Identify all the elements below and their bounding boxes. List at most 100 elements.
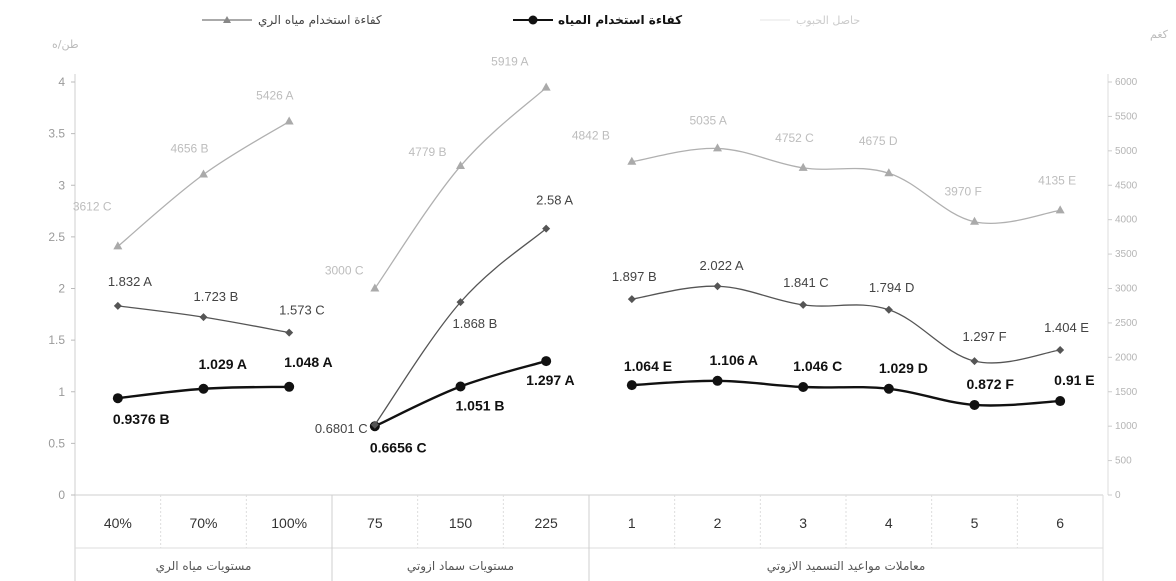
data-point-grain-yield	[798, 162, 808, 171]
data-label-irrigation-water-use-efficiency: 1.573 C	[279, 303, 325, 318]
data-label-irrigation-water-use-efficiency: 0.6801 C	[315, 421, 368, 436]
data-point-water-use-efficiency	[883, 383, 894, 394]
data-label-grain-yield: 3000 C	[325, 264, 364, 278]
data-point-irrigation-water-use-efficiency	[113, 301, 122, 310]
category-label: 75	[367, 515, 383, 531]
data-label-irrigation-water-use-efficiency: 2.58 A	[536, 193, 573, 208]
data-point-water-use-efficiency	[284, 381, 295, 392]
data-point-water-use-efficiency	[112, 393, 123, 404]
data-label-grain-yield: 5426 A	[256, 89, 293, 103]
legend-label-irrigation-wue: كفاءة استخدام مياه الري	[258, 13, 382, 28]
data-label-water-use-efficiency: 1.106 A	[710, 352, 759, 368]
data-point-irrigation-water-use-efficiency	[542, 224, 551, 233]
data-point-water-use-efficiency	[712, 375, 723, 386]
data-point-water-use-efficiency	[969, 399, 980, 410]
right-tick-label: 3000	[1115, 284, 1138, 295]
data-label-grain-yield: 4656 B	[171, 142, 209, 156]
right-tick-label: 4500	[1115, 180, 1138, 191]
data-label-water-use-efficiency: 1.064 E	[624, 358, 672, 374]
data-point-irrigation-water-use-efficiency	[884, 305, 893, 314]
data-label-grain-yield: 4842 B	[572, 129, 610, 143]
series-line-water-use-efficiency	[374, 359, 547, 428]
left-tick-label: 1	[58, 385, 65, 399]
data-point-water-use-efficiency	[541, 356, 552, 367]
data-point-water-use-efficiency	[626, 380, 637, 391]
data-label-water-use-efficiency: 1.029 A	[199, 356, 248, 372]
series-line-irrigation-water-use-efficiency	[631, 285, 1061, 364]
category-label: 70%	[189, 515, 217, 531]
category-label: 1	[628, 515, 636, 531]
data-label-water-use-efficiency: 1.051 B	[456, 397, 505, 413]
data-point-water-use-efficiency	[198, 383, 209, 394]
category-label: 4	[885, 515, 893, 531]
group-label: معاملات مواعيد التسميد الازوتي	[767, 559, 926, 574]
data-label-irrigation-water-use-efficiency: 1.897 B	[612, 269, 657, 284]
left-tick-label: 1.5	[48, 333, 65, 347]
right-tick-label: 0	[1115, 490, 1121, 501]
data-label-water-use-efficiency: 0.6656 C	[370, 439, 427, 455]
data-point-grain-yield	[970, 216, 979, 225]
data-point-irrigation-water-use-efficiency	[799, 300, 808, 309]
right-tick-label: 2000	[1115, 352, 1138, 363]
data-label-water-use-efficiency: 1.297 A	[526, 372, 575, 388]
data-label-grain-yield: 4135 E	[1038, 173, 1076, 187]
data-label-grain-yield: 5035 A	[690, 113, 727, 127]
data-point-grain-yield	[370, 283, 380, 292]
right-tick-label: 500	[1115, 456, 1132, 467]
data-label-water-use-efficiency: 1.048 A	[284, 354, 333, 370]
data-label-irrigation-water-use-efficiency: 1.723 B	[194, 289, 239, 304]
data-point-water-use-efficiency	[1055, 396, 1066, 407]
data-point-grain-yield	[713, 143, 722, 152]
data-label-grain-yield: 5919 A	[491, 55, 528, 69]
left-tick-label: 0	[58, 488, 65, 502]
right-tick-label: 3500	[1115, 249, 1138, 260]
data-point-grain-yield	[113, 241, 123, 250]
data-label-irrigation-water-use-efficiency: 1.794 D	[869, 280, 915, 295]
data-point-water-use-efficiency	[455, 381, 466, 392]
data-label-water-use-efficiency: 0.9376 B	[113, 411, 170, 427]
left-tick-label: 3	[58, 178, 65, 192]
group-label: مستويات مياه الري	[156, 559, 252, 574]
data-point-irrigation-water-use-efficiency	[285, 328, 294, 337]
right-axis-title: كغم	[1150, 28, 1169, 41]
legend-label-water-use-efficiency: كفاءة استخدام المياه	[558, 13, 682, 28]
data-label-grain-yield: 3612 C	[73, 199, 112, 213]
left-tick-label: 2	[58, 282, 65, 296]
right-tick-label: 6000	[1115, 77, 1138, 88]
data-point-grain-yield	[456, 161, 465, 170]
category-label: 100%	[271, 515, 307, 531]
left-tick-label: 2.5	[48, 230, 65, 244]
right-tick-label: 4000	[1115, 215, 1138, 226]
data-point-grain-yield	[541, 82, 551, 91]
category-label: 225	[534, 515, 558, 531]
group-label: مستويات سماد ازوتي	[407, 559, 514, 574]
left-tick-label: 0.5	[48, 436, 65, 450]
data-point-irrigation-water-use-efficiency	[199, 313, 208, 322]
series-line-grain-yield	[117, 120, 290, 247]
data-point-irrigation-water-use-efficiency	[1056, 346, 1065, 355]
data-point-irrigation-water-use-efficiency	[370, 420, 379, 429]
category-label: 2	[714, 515, 722, 531]
data-point-irrigation-water-use-efficiency	[456, 298, 465, 307]
category-label: 150	[449, 515, 473, 531]
series-line-grain-yield	[631, 147, 1061, 224]
data-label-grain-yield: 4675 D	[859, 134, 898, 148]
left-tick-label: 3.5	[48, 127, 65, 141]
category-label: 6	[1056, 515, 1064, 531]
category-label: 5	[971, 515, 979, 531]
data-label-irrigation-water-use-efficiency: 1.841 C	[783, 275, 829, 290]
axes: طن/ه كغم 0 0.5 1 1.5 2 2.5 3 3.5 4 0 500 1000 1500 2000…	[48, 28, 1169, 581]
right-tick-label: 1000	[1115, 421, 1138, 432]
legend-marker-irrigation-wue	[223, 16, 231, 23]
data-label-irrigation-water-use-efficiency: 1.404 E	[1044, 320, 1089, 335]
data-point-grain-yield	[1055, 205, 1065, 214]
data-label-water-use-efficiency: 0.872 F	[967, 376, 1015, 392]
data-label-irrigation-water-use-efficiency: 2.022 A	[700, 258, 744, 273]
right-tick-label: 5500	[1115, 111, 1138, 122]
data-point-grain-yield	[884, 168, 894, 177]
left-tick-label: 4	[58, 75, 65, 89]
right-tick-label: 2500	[1115, 318, 1138, 329]
data-label-grain-yield: 4779 B	[409, 145, 447, 159]
legend-label-grain-yield: حاصل الحبوب	[796, 14, 860, 27]
data-label-irrigation-water-use-efficiency: 1.297 F	[963, 329, 1007, 344]
